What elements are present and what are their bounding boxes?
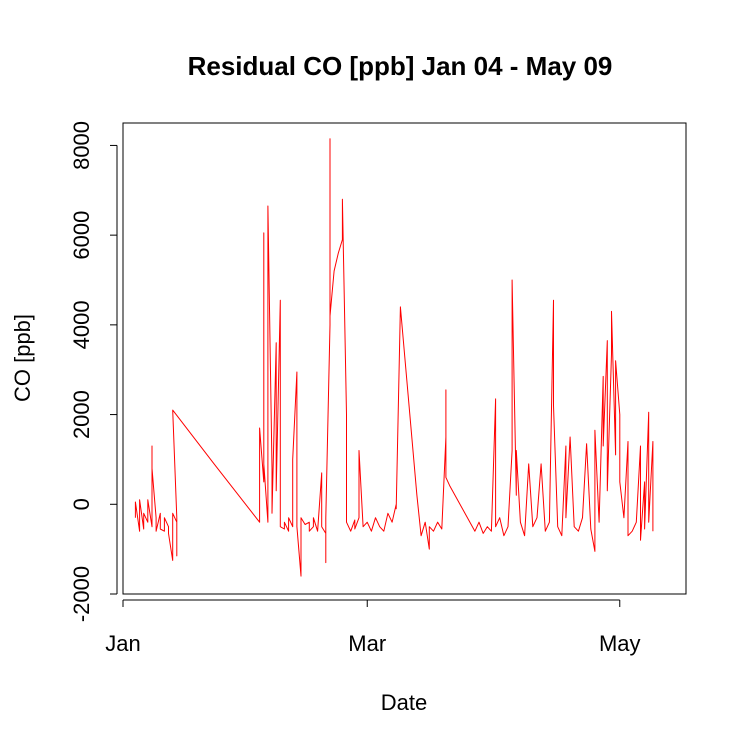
y-tick-label: 0	[69, 498, 94, 510]
y-tick-label: -2000	[69, 566, 94, 622]
y-axis: -2000 0 2000 4000 6000 8000	[69, 121, 118, 622]
chart-title: Residual CO [ppb] Jan 04 - May 09	[188, 51, 613, 81]
y-tick-label: 6000	[69, 211, 94, 260]
y-axis-label: CO [ppb]	[10, 314, 35, 402]
plot-frame	[122, 122, 687, 595]
co-series-line	[134, 138, 654, 577]
y-tick-label: 8000	[69, 121, 94, 170]
x-tick-label: Mar	[348, 631, 386, 656]
y-tick-label: 2000	[69, 390, 94, 439]
x-axis: Jan Mar May	[105, 599, 641, 656]
x-tick-label: May	[599, 631, 641, 656]
x-axis-label: Date	[381, 690, 427, 715]
x-tick-label: Jan	[105, 631, 140, 656]
series-layer	[134, 138, 654, 577]
y-tick-label: 4000	[69, 300, 94, 349]
